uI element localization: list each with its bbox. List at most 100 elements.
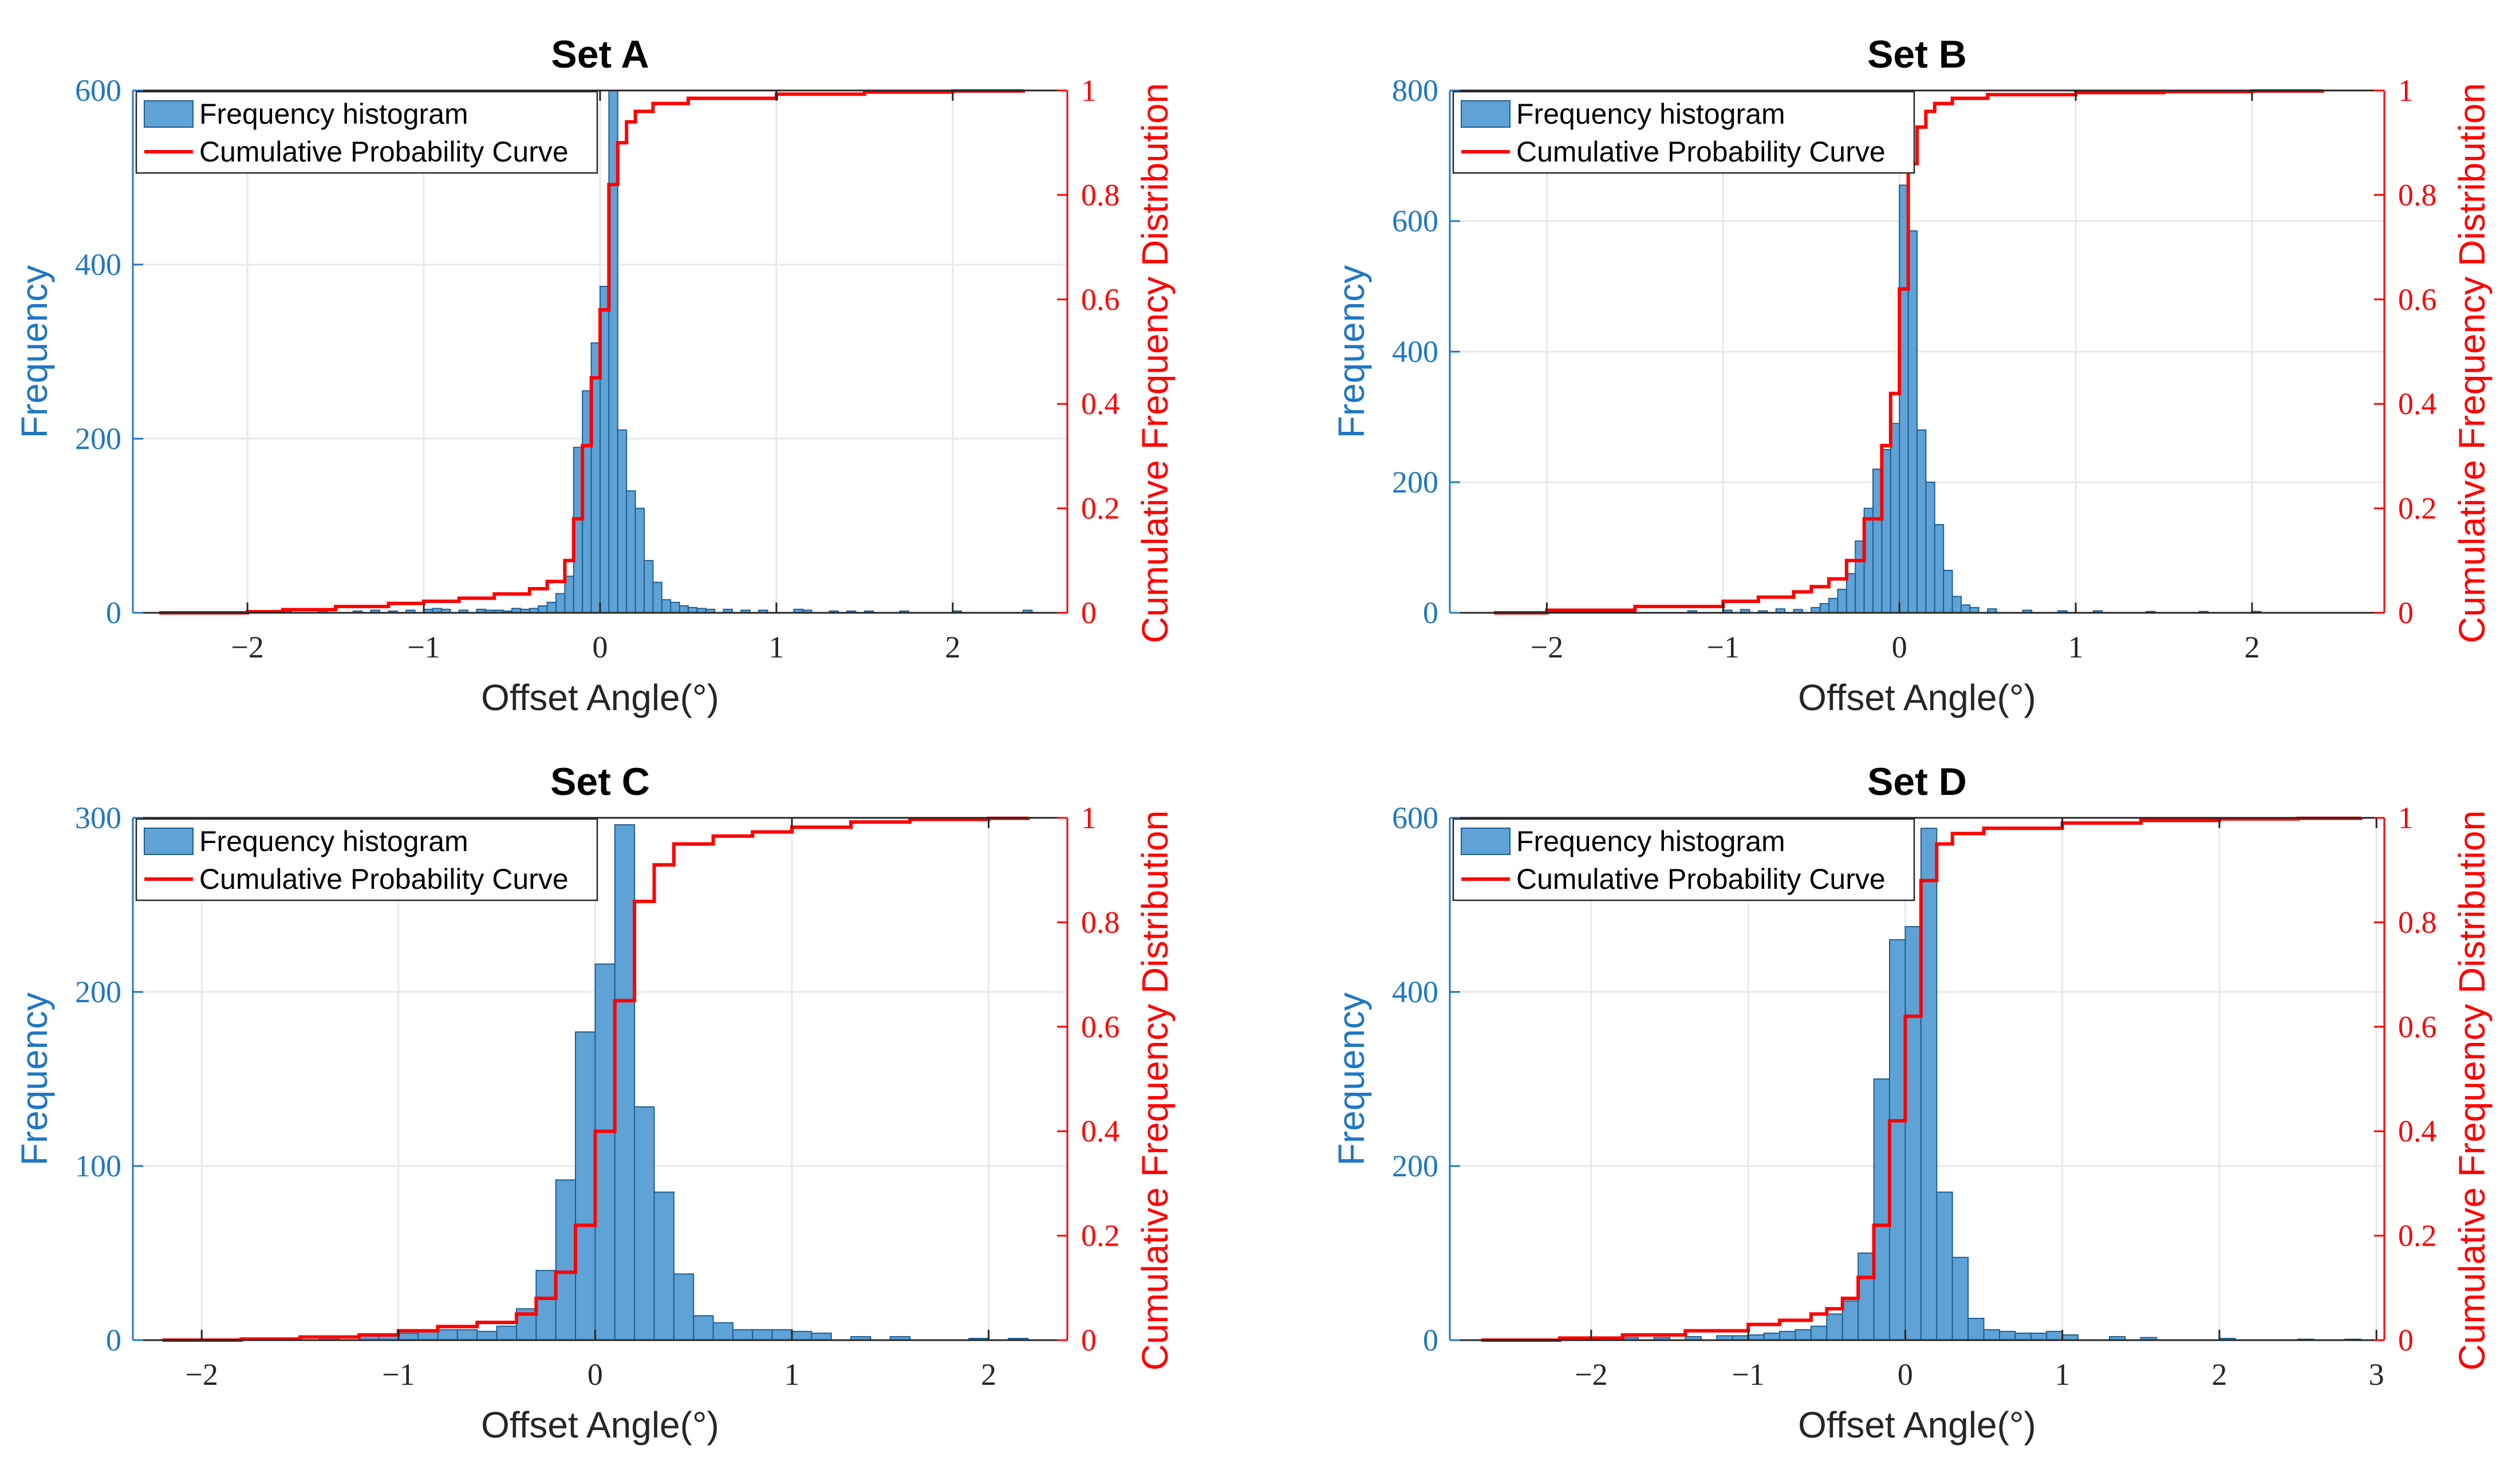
- x-tick-label: 2: [2245, 630, 2260, 664]
- histogram-bar: [496, 1325, 517, 1341]
- legend-swatch-histogram: [1461, 100, 1511, 128]
- y-tick-label: 0: [106, 596, 121, 630]
- histogram-bar: [1819, 603, 1830, 614]
- legend-box: [1452, 818, 1915, 901]
- x-tick-label: −1: [1707, 630, 1740, 664]
- x-tick-label: 0: [593, 630, 608, 664]
- histogram-bar: [1889, 939, 1906, 1341]
- legend-swatch-histogram: [1461, 828, 1511, 855]
- histogram-bar: [1960, 604, 1971, 613]
- y2-tick-label: 0.8: [2398, 178, 2437, 212]
- y2-tick-label: 0.6: [2398, 282, 2437, 317]
- y-tick-label: 0: [106, 1323, 121, 1357]
- histogram-bar: [535, 1270, 557, 1341]
- y2-tick-label: 0: [1081, 1323, 1097, 1357]
- histogram-bar: [1873, 1078, 1891, 1341]
- histogram-bar: [1936, 1191, 1953, 1341]
- y2-tick-label: 0: [1081, 596, 1097, 630]
- y-tick-label: 0: [1423, 1323, 1438, 1357]
- legend-box: [1452, 90, 1915, 174]
- histogram-bar: [575, 1031, 596, 1341]
- histogram-bar: [1934, 524, 1945, 613]
- y2-tick-label: 1: [1081, 73, 1097, 108]
- y-axis-label: Frequency: [1331, 265, 1372, 438]
- x-tick-label: 2: [945, 630, 960, 664]
- histogram-bar: [1826, 1313, 1843, 1341]
- y2-tick-label: 0.6: [1081, 1010, 1120, 1044]
- x-axis-label: Offset Angle(°): [481, 677, 719, 718]
- y-axis-label: Frequency: [14, 265, 55, 438]
- histogram-bar: [2014, 1332, 2032, 1341]
- histogram-bar: [538, 605, 548, 613]
- y2-tick-label: 0.4: [1081, 1114, 1120, 1148]
- cumulative-curve: [159, 89, 1026, 615]
- y2-tick-label: 0.6: [1081, 282, 1120, 317]
- y2-tick-label: 0.4: [2398, 1114, 2437, 1148]
- x-tick-label: 1: [2068, 630, 2084, 664]
- histogram-bar: [661, 599, 672, 613]
- y2-tick-label: 0.8: [1081, 905, 1120, 939]
- histogram-bar: [437, 1329, 458, 1341]
- y-tick-label: 400: [1392, 334, 1438, 369]
- legend: Frequency histogram Cumulative Probabilit…: [135, 818, 598, 901]
- histogram-bar: [1810, 1325, 1828, 1341]
- x-tick-label: 0: [587, 1357, 603, 1392]
- legend: Frequency histogram Cumulative Probabilit…: [1452, 818, 1915, 901]
- y-tick-label: 400: [75, 247, 121, 282]
- y-tick-label: 600: [75, 73, 121, 108]
- x-tick-label: −1: [407, 630, 440, 664]
- chart-panel-b: −2 −1 0 1 2 0 200 400 600 800 0 0.2 0.4 0.6 0.8 1 Set B O…: [1331, 33, 2493, 718]
- legend-swatch-histogram: [144, 828, 194, 855]
- y-tick-label: 800: [1392, 73, 1438, 108]
- legend-label-cdf: Cumulative Probability Curve: [1516, 863, 1886, 895]
- legend-label-cdf: Cumulative Probability Curve: [199, 863, 569, 895]
- x-axis-label: Offset Angle(°): [481, 1404, 719, 1446]
- histogram-bar: [2046, 1330, 2063, 1341]
- y2-tick-label: 1: [1081, 801, 1097, 835]
- x-tick-label: 3: [2369, 1357, 2384, 1392]
- x-tick-label: 2: [981, 1357, 996, 1392]
- histogram-bar: [456, 1329, 478, 1341]
- y-tick-label: 600: [1392, 204, 1438, 238]
- histogram-bar: [397, 1332, 419, 1341]
- legend-swatch-histogram: [144, 100, 194, 128]
- y2-axis-label: Cumulative Frequency Distribution: [1134, 810, 1176, 1370]
- y2-axis-label: Cumulative Frequency Distribution: [2451, 810, 2493, 1370]
- histogram-bar: [1951, 1257, 1969, 1341]
- histogram-bar: [653, 1191, 675, 1341]
- legend-box: [135, 90, 598, 174]
- y-tick-label: 200: [75, 975, 121, 1009]
- histogram-bar: [752, 1329, 773, 1341]
- histogram-bar: [791, 1330, 813, 1341]
- histogram-bar: [1920, 828, 1938, 1341]
- histogram-bar: [652, 581, 662, 613]
- legend-label-cdf: Cumulative Probability Curve: [199, 136, 569, 168]
- histogram-bar: [546, 601, 557, 614]
- legend-label-histogram: Frequency histogram: [199, 98, 468, 130]
- y2-tick-label: 0.4: [1081, 387, 1120, 421]
- histogram-bar: [1951, 596, 1962, 613]
- histogram-bar: [1943, 569, 1953, 614]
- histogram-bar: [1983, 1329, 2001, 1341]
- histogram-bar: [555, 1179, 577, 1341]
- y2-tick-label: 0.2: [1081, 1219, 1120, 1253]
- x-tick-label: 0: [1892, 630, 1907, 664]
- x-tick-label: −2: [1531, 630, 1563, 664]
- histogram-bar: [594, 963, 616, 1341]
- histogram-bar: [643, 560, 654, 613]
- histogram-bar: [634, 507, 645, 613]
- chart-title: Set D: [1867, 760, 1967, 804]
- histogram-bar: [1858, 1253, 1875, 1341]
- y-tick-label: 0: [1423, 596, 1438, 630]
- chart-title: Set A: [551, 33, 649, 76]
- y2-tick-label: 0: [2398, 596, 2413, 630]
- x-axis-label: Offset Angle(°): [1798, 677, 2036, 718]
- histogram-bar: [2030, 1332, 2048, 1341]
- y2-axis-label: Cumulative Frequency Distribution: [2451, 83, 2493, 643]
- y2-tick-label: 1: [2398, 73, 2413, 108]
- histogram-bar: [634, 1106, 655, 1341]
- x-tick-label: −2: [231, 630, 263, 664]
- legend-label-histogram: Frequency histogram: [1516, 98, 1785, 130]
- y-axis-label: Frequency: [14, 993, 55, 1165]
- histogram-bar: [1828, 597, 1839, 614]
